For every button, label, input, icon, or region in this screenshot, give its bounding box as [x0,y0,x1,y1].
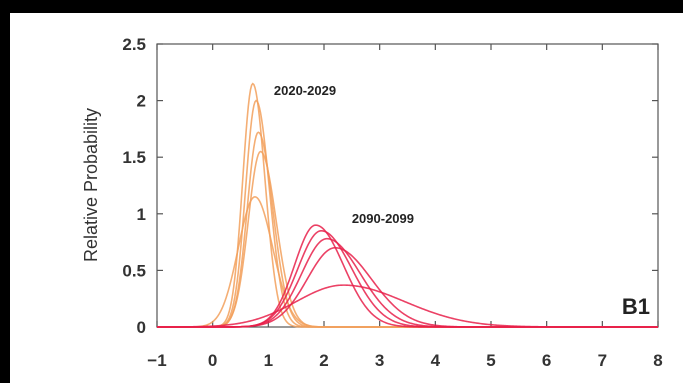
y-tick-label: 1 [137,205,146,224]
y-axis-label: Relative Probability [81,108,101,262]
y-tick-label: 0 [137,318,146,337]
x-tick-label: −1 [147,351,166,370]
x-tick-label: 6 [542,351,551,370]
series-line-2090-2099-9 [157,284,658,328]
panel-label: B1 [622,294,650,319]
x-tick-label: 4 [431,351,441,370]
x-tick-label: 7 [598,351,607,370]
y-tick-label: 0.5 [122,261,146,280]
x-tick-label: 5 [486,351,495,370]
series-line-2020-2029-0 [157,82,658,328]
axes [156,43,659,328]
annotation-label: 2090-2099 [352,211,414,226]
x-tick-label: 3 [375,351,384,370]
x-tick-label: 0 [208,351,217,370]
annotation-label: 2020-2029 [274,83,336,98]
plot-frame [156,43,659,328]
x-tick-label: 1 [264,351,273,370]
curves [157,82,658,328]
y-tick-label: 2.5 [122,35,146,54]
x-tick-label: 2 [319,351,328,370]
y-tick-label: 1.5 [122,148,146,167]
y-tick-label: 2 [137,92,146,111]
chart-panel [10,13,683,383]
x-tick-label: 8 [653,351,662,370]
